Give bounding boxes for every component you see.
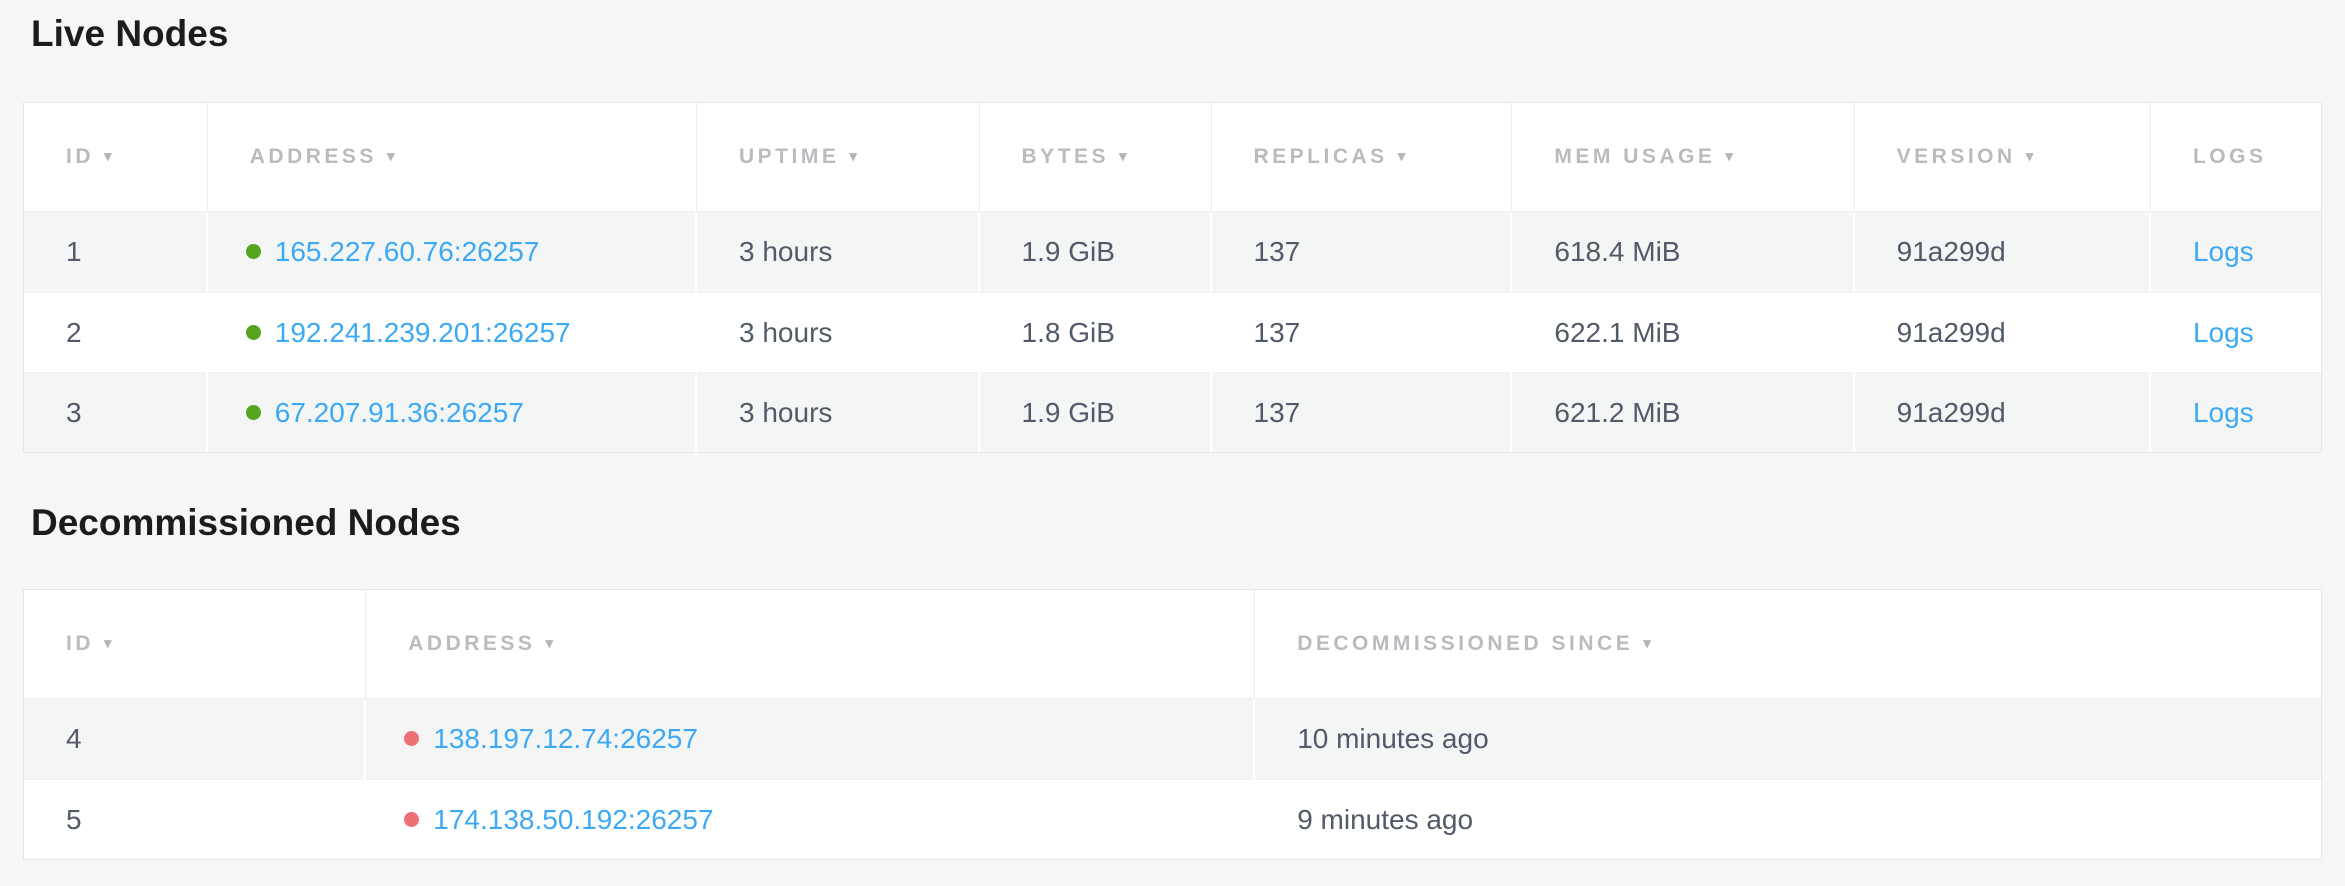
decommissioned-node-row-4: 4 138.197.12.74:26257 10 minutes ago	[24, 699, 2321, 779]
node-id-cell: 3	[24, 372, 208, 452]
node-logs-link[interactable]: Logs	[2192, 396, 2254, 428]
node-version-cell: 91a299d	[1854, 372, 2151, 452]
node-uptime-cell: 3 hours	[697, 372, 980, 452]
sort-arrow-icon: ▾	[1119, 148, 1127, 165]
node-address-link[interactable]: 138.197.12.74:26257	[433, 723, 698, 754]
decommissioned-status-dot-icon	[404, 731, 420, 747]
sort-arrow-icon: ▾	[386, 148, 395, 165]
decommissioned-node-row-5: 5 174.138.50.192:26257 9 minutes ago	[24, 779, 2321, 859]
nodes-overview-page: Live Nodes ID ▾ ADDRESS ▾ UPTIME ▾ BYTES ▾ R…	[23, 0, 2322, 860]
live-nodes-header-row: ID ▾ ADDRESS ▾ UPTIME ▾ BYTES ▾ REPLICAS ▾ ME…	[24, 103, 2321, 212]
node-decommissioned-since-cell: 10 minutes ago	[1255, 699, 2321, 779]
live-node-row-2: 2 192.241.239.201:26257 3 hours 1.8 GiB …	[24, 292, 2321, 372]
node-bytes-cell: 1.9 GiB	[979, 372, 1212, 452]
live-nodes-title: Live Nodes	[31, 13, 229, 54]
node-id-cell: 2	[24, 292, 208, 372]
node-replicas-cell: 137	[1211, 212, 1513, 292]
node-replicas-cell: 137	[1211, 292, 1513, 372]
sort-arrow-icon: ▾	[104, 635, 112, 652]
node-id-cell: 4	[24, 699, 367, 779]
sort-arrow-icon: ▾	[2025, 148, 2034, 165]
live-node-row-3: 3 67.207.91.36:26257 3 hours 1.9 GiB 137…	[24, 372, 2321, 452]
live-status-dot-icon	[245, 324, 261, 340]
node-address-cell: 192.241.239.201:26257	[207, 292, 697, 372]
node-logs-link[interactable]: Logs	[2192, 316, 2254, 348]
node-mem-usage-cell: 622.1 MiB	[1512, 292, 1855, 372]
node-logs-cell: Logs	[2150, 212, 2321, 292]
node-mem-usage-cell: 618.4 MiB	[1512, 212, 1855, 292]
live-col-header-version[interactable]: VERSION ▾	[1854, 103, 2151, 212]
node-id-cell: 1	[24, 212, 208, 292]
node-address-link[interactable]: 192.241.239.201:26257	[274, 316, 571, 348]
live-col-header-mem-usage[interactable]: MEM USAGE ▾	[1512, 103, 1855, 212]
decommissioned-nodes-title: Decommissioned Nodes	[31, 502, 461, 543]
decom-col-header-since[interactable]: DECOMMISSIONED SINCE ▾	[1255, 590, 2321, 699]
live-col-header-address[interactable]: ADDRESS ▾	[207, 103, 697, 212]
live-col-header-uptime[interactable]: UPTIME ▾	[697, 103, 980, 212]
node-address-link[interactable]: 67.207.91.36:26257	[274, 396, 524, 428]
node-id-cell: 5	[24, 779, 367, 859]
node-decommissioned-since-cell: 9 minutes ago	[1255, 779, 2321, 859]
live-col-header-logs: LOGS	[2150, 103, 2321, 212]
sort-arrow-icon: ▾	[545, 635, 553, 652]
node-logs-cell: Logs	[2150, 292, 2321, 372]
node-address-cell: 67.207.91.36:26257	[207, 372, 697, 452]
decom-col-header-id[interactable]: ID ▾	[24, 590, 367, 699]
live-status-dot-icon	[245, 244, 261, 260]
sort-arrow-icon: ▾	[1643, 635, 1651, 652]
live-status-dot-icon	[245, 404, 261, 420]
node-logs-cell: Logs	[2150, 372, 2321, 452]
decommissioned-nodes-table: ID ▾ ADDRESS ▾ DECOMMISSIONED SINCE ▾ 4 138…	[23, 589, 2322, 860]
node-logs-link[interactable]: Logs	[2192, 236, 2254, 267]
live-col-header-bytes[interactable]: BYTES ▾	[979, 103, 1212, 212]
node-version-cell: 91a299d	[1854, 212, 2151, 292]
node-address-cell: 174.138.50.192:26257	[366, 779, 1256, 859]
node-mem-usage-cell: 621.2 MiB	[1512, 372, 1855, 452]
node-address-link[interactable]: 165.227.60.76:26257	[274, 236, 540, 267]
live-col-header-replicas[interactable]: REPLICAS ▾	[1211, 103, 1513, 212]
node-replicas-cell: 137	[1211, 372, 1513, 452]
decommissioned-header-row: ID ▾ ADDRESS ▾ DECOMMISSIONED SINCE ▾	[24, 590, 2321, 699]
live-nodes-table: ID ▾ ADDRESS ▾ UPTIME ▾ BYTES ▾ REPLICAS ▾ ME…	[23, 102, 2322, 453]
sort-arrow-icon: ▾	[1725, 148, 1733, 165]
node-address-cell: 165.227.60.76:26257	[207, 212, 697, 292]
node-bytes-cell: 1.9 GiB	[979, 212, 1212, 292]
live-nodes-section: Live Nodes ID ▾ ADDRESS ▾ UPTIME ▾ BYTES ▾ R…	[23, 0, 2322, 453]
sort-arrow-icon: ▾	[1397, 148, 1406, 165]
node-uptime-cell: 3 hours	[697, 212, 980, 292]
sort-arrow-icon: ▾	[104, 148, 112, 165]
live-col-header-id[interactable]: ID ▾	[24, 103, 208, 212]
node-address-cell: 138.197.12.74:26257	[366, 699, 1256, 779]
sort-arrow-icon: ▾	[849, 148, 857, 165]
node-uptime-cell: 3 hours	[697, 292, 980, 372]
node-bytes-cell: 1.8 GiB	[979, 292, 1212, 372]
live-node-row-1: 1 165.227.60.76:26257 3 hours 1.9 GiB 13…	[24, 212, 2321, 292]
node-version-cell: 91a299d	[1854, 292, 2151, 372]
decommissioned-nodes-section: Decommissioned Nodes ID ▾ ADDRESS ▾ DECOMM…	[23, 503, 2322, 860]
decom-col-header-address[interactable]: ADDRESS ▾	[366, 590, 1256, 699]
node-address-link[interactable]: 174.138.50.192:26257	[433, 803, 714, 835]
decommissioned-status-dot-icon	[404, 811, 420, 827]
